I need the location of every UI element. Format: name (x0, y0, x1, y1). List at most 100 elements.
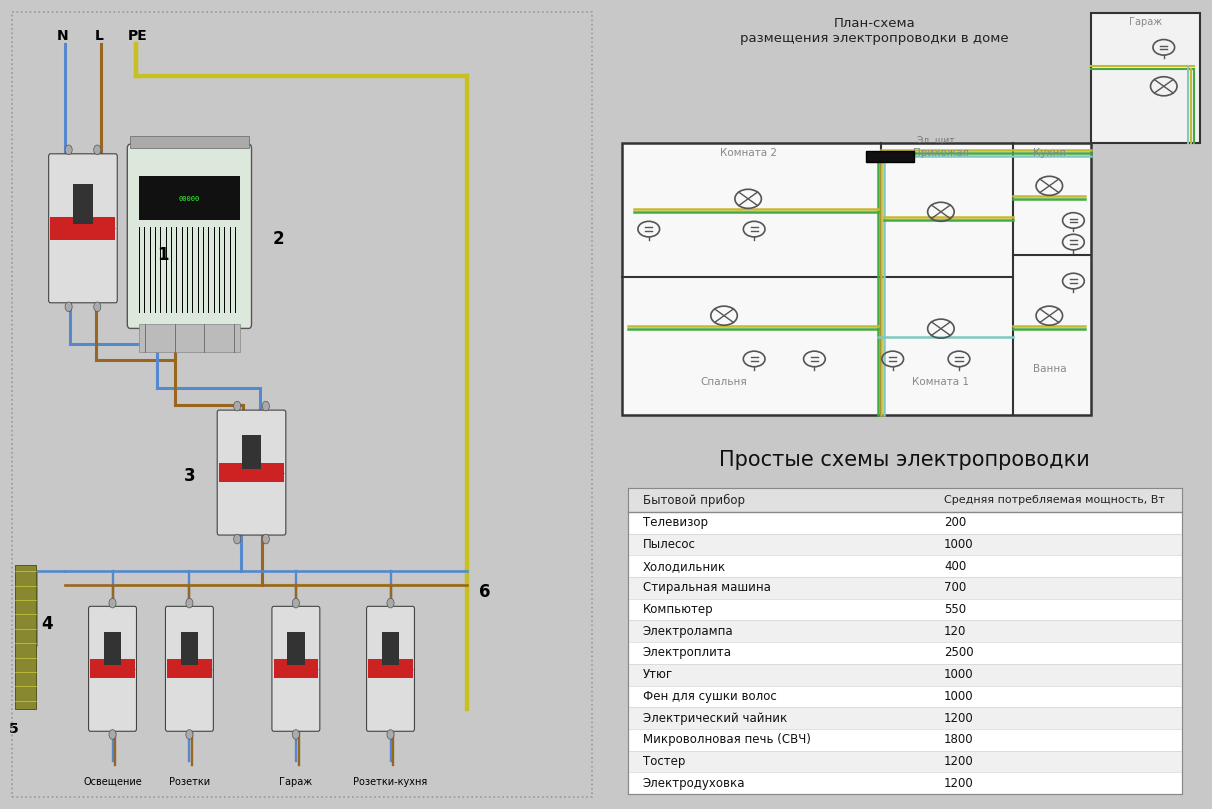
Text: Комната 2: Комната 2 (720, 147, 777, 158)
Bar (139, 176, 240, 220)
Bar (628, 751, 1182, 773)
Text: 1000: 1000 (944, 690, 973, 703)
Circle shape (185, 599, 193, 608)
Text: 1800: 1800 (944, 733, 973, 746)
Text: Тостер: Тостер (642, 755, 685, 768)
Text: 3: 3 (183, 467, 195, 485)
Bar (628, 534, 1182, 555)
Text: Фен для сушки волос: Фен для сушки волос (642, 690, 777, 703)
Bar (628, 577, 1182, 599)
Circle shape (65, 145, 73, 155)
FancyBboxPatch shape (271, 606, 320, 731)
Bar (1092, 13, 1200, 142)
FancyBboxPatch shape (366, 606, 415, 731)
Text: 00000: 00000 (179, 196, 200, 201)
Text: 5: 5 (8, 722, 18, 736)
Circle shape (93, 145, 101, 155)
Bar (274, 659, 318, 679)
Text: 1200: 1200 (944, 777, 973, 790)
Text: 2: 2 (273, 231, 284, 248)
FancyBboxPatch shape (88, 606, 137, 731)
Bar (15, 565, 35, 709)
Circle shape (262, 401, 269, 411)
Text: Пылесос: Пылесос (642, 538, 696, 551)
Bar (622, 142, 1092, 415)
Text: Электродуховка: Электродуховка (642, 777, 745, 790)
Bar (51, 217, 115, 239)
Bar (139, 324, 240, 353)
Text: Гараж: Гараж (279, 777, 313, 787)
Text: 1200: 1200 (944, 712, 973, 725)
Text: Микроволновая печь (СВЧ): Микроволновая печь (СВЧ) (642, 733, 811, 746)
Bar (167, 659, 212, 679)
Bar (628, 621, 1182, 642)
Text: Ванна: Ванна (1033, 364, 1067, 374)
Text: Освещение: Освещение (84, 777, 142, 787)
Text: 1: 1 (156, 246, 168, 265)
Text: Эл. щит: Эл. щит (916, 136, 954, 145)
Bar (104, 632, 121, 665)
Text: Розетки-кухня: Розетки-кухня (354, 777, 428, 787)
Bar (628, 707, 1182, 729)
Bar (287, 632, 304, 665)
Text: Электрический чайник: Электрический чайник (642, 712, 787, 725)
Bar (628, 664, 1182, 685)
Text: 550: 550 (944, 603, 966, 616)
Bar (368, 659, 412, 679)
Circle shape (234, 401, 241, 411)
Circle shape (109, 730, 116, 739)
Bar (130, 136, 248, 148)
Text: Телевизор: Телевизор (642, 516, 708, 529)
Bar (628, 489, 1182, 512)
Circle shape (234, 534, 241, 544)
Text: Гараж: Гараж (1130, 17, 1162, 27)
Text: 4: 4 (41, 615, 53, 633)
Text: 120: 120 (944, 625, 966, 637)
Text: Холодильник: Холодильник (642, 560, 726, 573)
Bar (241, 435, 262, 469)
Text: 1200: 1200 (944, 755, 973, 768)
Circle shape (185, 730, 193, 739)
Text: План-схема
размещения электропроводки в доме: План-схема размещения электропроводки в … (741, 17, 1008, 45)
FancyBboxPatch shape (166, 606, 213, 731)
Text: Электроплита: Электроплита (642, 646, 732, 659)
Bar (91, 659, 135, 679)
Text: Комната 1: Комната 1 (913, 377, 970, 387)
Text: 400: 400 (944, 560, 966, 573)
Text: Простые схемы электропроводки: Простые схемы электропроводки (720, 450, 1090, 470)
Circle shape (292, 730, 299, 739)
Bar (865, 151, 914, 162)
Text: Утюг: Утюг (642, 668, 673, 681)
Bar (628, 489, 1182, 794)
Circle shape (93, 302, 101, 311)
Circle shape (387, 730, 394, 739)
Bar (181, 632, 199, 665)
Circle shape (65, 302, 73, 311)
Text: Стиральная машина: Стиральная машина (642, 582, 771, 595)
FancyBboxPatch shape (48, 154, 118, 303)
Circle shape (292, 599, 299, 608)
Bar (219, 463, 284, 482)
FancyBboxPatch shape (127, 144, 252, 328)
Text: Кухня: Кухня (1033, 147, 1065, 158)
Text: 200: 200 (944, 516, 966, 529)
Text: 1000: 1000 (944, 538, 973, 551)
Text: L: L (95, 29, 104, 43)
Text: Розетки: Розетки (168, 777, 210, 787)
Circle shape (109, 599, 116, 608)
Text: Средняя потребляемая мощность, Вт: Средняя потребляемая мощность, Вт (944, 495, 1165, 505)
Text: Бытовой прибор: Бытовой прибор (642, 493, 744, 506)
Text: Электролампа: Электролампа (642, 625, 733, 637)
Bar (73, 184, 92, 224)
Text: 700: 700 (944, 582, 966, 595)
Text: Компьютер: Компьютер (642, 603, 714, 616)
Text: 6: 6 (479, 582, 491, 601)
FancyBboxPatch shape (217, 410, 286, 535)
Text: N: N (56, 29, 68, 43)
Bar (382, 632, 400, 665)
Text: Спальня: Спальня (701, 377, 748, 387)
Text: 1000: 1000 (944, 668, 973, 681)
Circle shape (262, 534, 269, 544)
Text: Прихожая: Прихожая (913, 147, 968, 158)
Circle shape (387, 599, 394, 608)
